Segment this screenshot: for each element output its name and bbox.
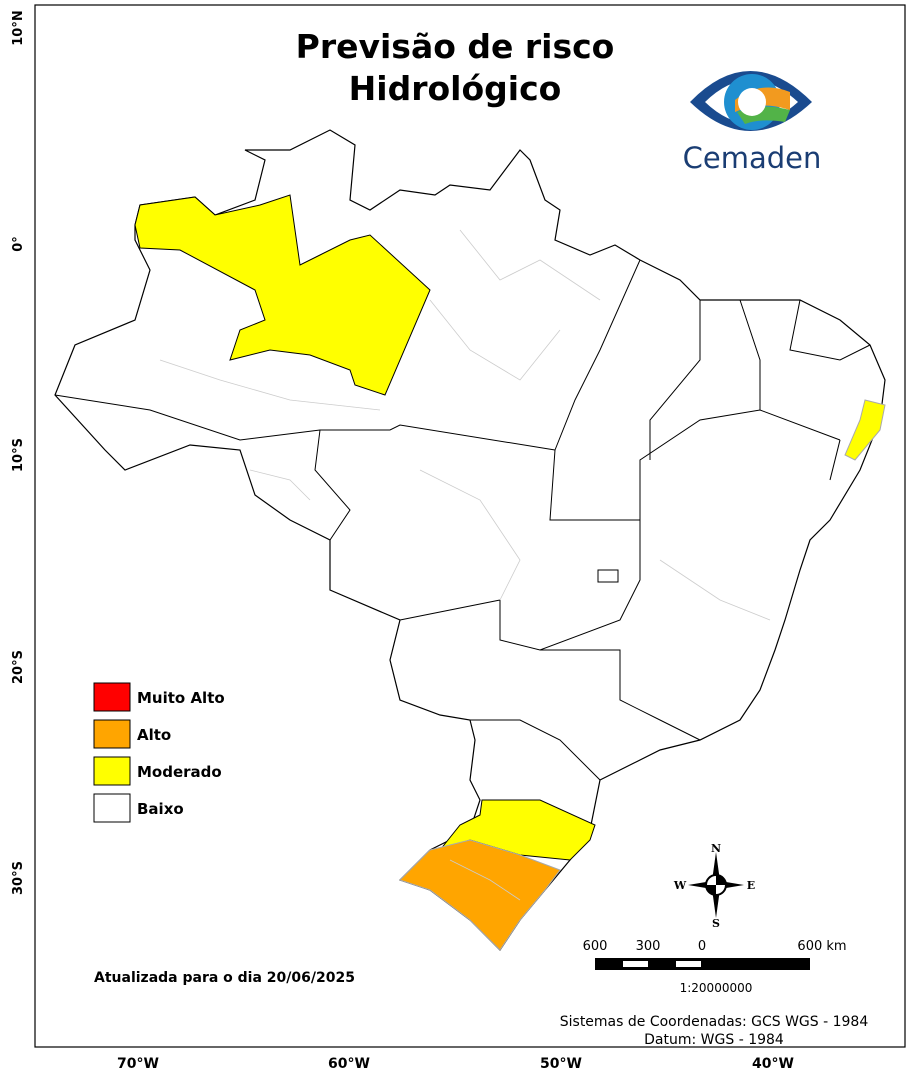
- footer-line: Sistemas de Coordenadas: GCS WGS - 1984: [560, 1014, 869, 1030]
- longitude-labels: 70°W 60°W 50°W 40°W: [117, 1056, 794, 1072]
- north-arrow: N S E W: [673, 842, 755, 930]
- legend-swatch: [93, 682, 131, 712]
- lon-label: 60°W: [328, 1056, 370, 1072]
- legend-label: Alto: [137, 726, 171, 744]
- scale-ratio: 1:20000000: [680, 981, 753, 995]
- compass-letter: S: [712, 917, 720, 930]
- scale-label: 300: [636, 939, 661, 954]
- lat-label: 10°N: [11, 10, 26, 45]
- legend-label: Moderado: [137, 763, 222, 781]
- scale-label: 0: [698, 939, 706, 954]
- logo-text: Cemaden: [683, 141, 822, 175]
- lon-label: 50°W: [540, 1056, 582, 1072]
- lat-label: 0°: [11, 236, 26, 252]
- updated-date: Atualizada para o dia 20/06/2025: [94, 970, 355, 986]
- compass-letter: E: [747, 879, 755, 892]
- title-line: Previsão de risco: [296, 27, 615, 66]
- legend: Muito Alto Alto Moderado Baixo: [93, 682, 225, 823]
- legend-label: Muito Alto: [137, 689, 225, 707]
- title-line: Hidrológico: [349, 69, 562, 108]
- lon-label: 70°W: [117, 1056, 159, 1072]
- lon-label: 40°W: [752, 1056, 794, 1072]
- legend-label: Baixo: [137, 800, 184, 818]
- risk-region: [844, 399, 886, 461]
- legend-swatch: [93, 719, 131, 749]
- legend-swatch: [93, 756, 131, 786]
- scale-bar: 600 300 0 600 km 1:20000000: [583, 939, 847, 995]
- risk-region: [134, 194, 431, 396]
- scale-label: 600: [583, 939, 608, 954]
- municipal-borders: [159, 229, 771, 901]
- compass-letter: N: [711, 842, 721, 855]
- lat-label: 20°S: [11, 650, 26, 684]
- compass-letter: W: [673, 879, 687, 892]
- risk-region: [399, 839, 561, 951]
- scale-label: 600 km: [797, 939, 846, 954]
- lat-label: 10°S: [11, 438, 26, 472]
- legend-swatch: [93, 793, 131, 823]
- footer-line: Datum: WGS - 1984: [644, 1032, 784, 1048]
- lat-label: 30°S: [11, 861, 26, 895]
- latitude-labels: 10°N 0° 10°S 20°S 30°S: [11, 10, 26, 895]
- state-borders: [54, 259, 871, 781]
- logo: Cemaden: [683, 71, 822, 175]
